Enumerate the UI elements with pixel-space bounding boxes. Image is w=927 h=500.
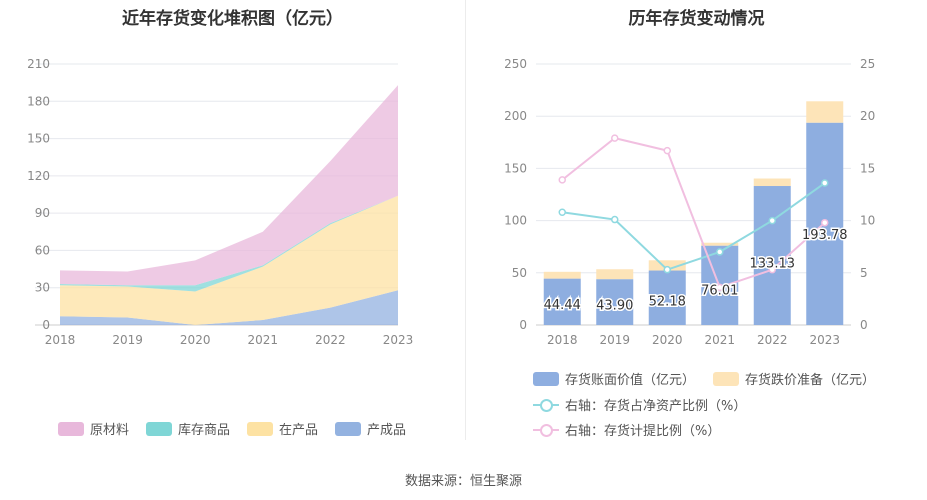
line-point: [821, 179, 829, 187]
bar-book-value: [648, 270, 686, 325]
legend-item-wip[interactable]: 在产品: [247, 419, 318, 438]
bar-data-label: 193.78: [802, 228, 848, 243]
y-tick-label: 0: [519, 318, 527, 332]
y-tick-label: 30: [35, 281, 50, 295]
inventory-goods-swatch: [146, 421, 173, 436]
wip-swatch: [247, 421, 274, 436]
line-point: [558, 208, 566, 216]
x-tick-label: 2018: [45, 333, 76, 347]
left-chart-title: 近年存货变化堆积图（亿元）: [122, 9, 343, 29]
y2-tick-label: 10: [860, 214, 875, 228]
provision-ratio-line-icon: [533, 423, 559, 437]
bar-data-label: 44.44: [544, 298, 581, 313]
legend-item-impairment[interactable]: 存货跌价准备（亿元）: [713, 369, 875, 388]
legend-label: 原材料: [90, 423, 130, 438]
legend-label: 右轴：存货计提比例（%）: [565, 424, 721, 439]
y2-tick-label: 15: [860, 161, 875, 175]
right-legend-row1: 存货账面价值（亿元） 存货跌价准备（亿元）: [533, 369, 875, 388]
y-tick-label: 250: [504, 57, 527, 71]
legend-label: 右轴：存货占净资产比例（%）: [565, 399, 747, 414]
y2-tick-label: 20: [860, 109, 875, 123]
line-point: [558, 176, 566, 184]
legend-item-raw-materials[interactable]: 原材料: [58, 419, 129, 438]
area-原材料: [60, 85, 398, 286]
bar-book-value: [596, 279, 634, 325]
y-tick-label: 120: [27, 169, 50, 183]
bar-data-label: 76.01: [701, 283, 738, 298]
y-tick-label: 50: [512, 266, 527, 280]
legend-label: 存货账面价值（亿元）: [565, 373, 696, 388]
bar-data-label: 52.18: [649, 294, 686, 309]
legend-label: 产成品: [367, 423, 407, 438]
bar-impairment: [543, 271, 581, 279]
data-source-footer: 数据来源：恒生聚源: [404, 474, 522, 489]
y2-tick-label: 0: [860, 318, 868, 332]
right-bar-line-chart: 0 50 100 150 200 250 0 5 10 15 20 25 2018 2019 2020 202…: [504, 57, 875, 347]
left-legend: 原材料 库存商品 在产品 产成品: [58, 419, 406, 438]
left-stacked-area-chart: 0 30 60 90 120 150 180 210 2018 2019 2020 2021 2022 2…: [27, 57, 414, 347]
y-tick-label: 210: [27, 57, 50, 71]
book-value-swatch: [533, 371, 559, 386]
x-tick-label: 2019: [112, 333, 143, 347]
line-point: [663, 146, 671, 155]
legend-item-inventory-goods[interactable]: 库存商品: [146, 419, 230, 438]
line-point: [716, 283, 724, 292]
x-tick-label: 2019: [599, 333, 630, 347]
y-tick-label: 0: [42, 318, 50, 332]
legend-label: 在产品: [279, 423, 319, 438]
x-tick-label: 2021: [248, 333, 279, 347]
line-provision-ratio: [561, 137, 826, 289]
line-point: [716, 248, 724, 256]
y-tick-label: 100: [504, 214, 527, 228]
x-tick-label: 2023: [809, 333, 840, 347]
bar-data-label: 133.13: [750, 256, 796, 271]
line-point: [611, 134, 619, 142]
legend-item-finished-goods[interactable]: 产成品: [335, 419, 406, 438]
legend-label: 存货跌价准备（亿元）: [745, 373, 876, 388]
line-point: [768, 216, 776, 225]
right-chart-title: 历年存货变动情况: [628, 9, 765, 29]
bar-impairment: [753, 178, 791, 187]
x-tick-label: 2021: [704, 333, 735, 347]
bar-impairment: [648, 260, 686, 271]
area-在产品: [60, 195, 398, 325]
raw-materials-swatch: [58, 421, 84, 436]
legend-label: 库存商品: [178, 423, 231, 438]
bar-impairment: [596, 269, 634, 280]
y-tick-label: 200: [504, 109, 527, 123]
legend-item-provision-ratio[interactable]: 右轴：存货计提比例（%）: [533, 420, 720, 439]
line-net-asset-ratio: [562, 182, 826, 271]
y-tick-label: 90: [35, 206, 50, 220]
x-tick-label: 2020: [652, 333, 683, 347]
bar-book-value: [543, 278, 581, 325]
bar-data-label: 43.90: [596, 298, 633, 313]
y2-tick-label: 5: [860, 266, 868, 280]
x-tick-label: 2022: [315, 333, 346, 347]
net-asset-ratio-line-icon: [533, 398, 559, 412]
bar-impairment: [701, 242, 739, 246]
y-tick-label: 180: [27, 94, 50, 108]
y-tick-label: 150: [504, 161, 527, 175]
x-tick-label: 2018: [547, 333, 578, 347]
area-产成品: [60, 290, 398, 325]
bar-book-value: [753, 186, 791, 325]
finished-goods-swatch: [335, 421, 362, 436]
x-tick-label: 2020: [180, 333, 211, 347]
panel-divider: [465, 0, 466, 440]
bar-impairment: [806, 101, 844, 123]
line-point: [611, 215, 619, 224]
impairment-swatch: [713, 371, 740, 386]
legend-item-book-value[interactable]: 存货账面价值（亿元）: [533, 369, 695, 388]
x-tick-label: 2023: [383, 333, 414, 347]
y-tick-label: 60: [35, 243, 50, 257]
legend-item-net-asset-ratio[interactable]: 右轴：存货占净资产比例（%）: [533, 395, 746, 414]
x-tick-label: 2022: [757, 333, 788, 347]
line-point: [663, 265, 671, 274]
line-point: [768, 265, 776, 274]
line-point: [821, 218, 829, 227]
y2-tick-label: 25: [860, 57, 875, 71]
y-tick-label: 150: [27, 132, 50, 146]
